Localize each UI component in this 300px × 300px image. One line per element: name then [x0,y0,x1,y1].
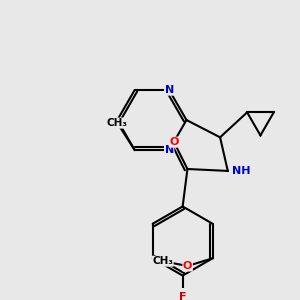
Text: NH: NH [232,166,250,176]
Text: O: O [183,261,192,271]
Text: N: N [165,85,174,95]
Text: CH₃: CH₃ [152,256,173,266]
Text: O: O [169,137,179,147]
Text: CH₃: CH₃ [107,118,128,128]
Text: F: F [179,292,186,300]
Text: N: N [165,145,174,155]
